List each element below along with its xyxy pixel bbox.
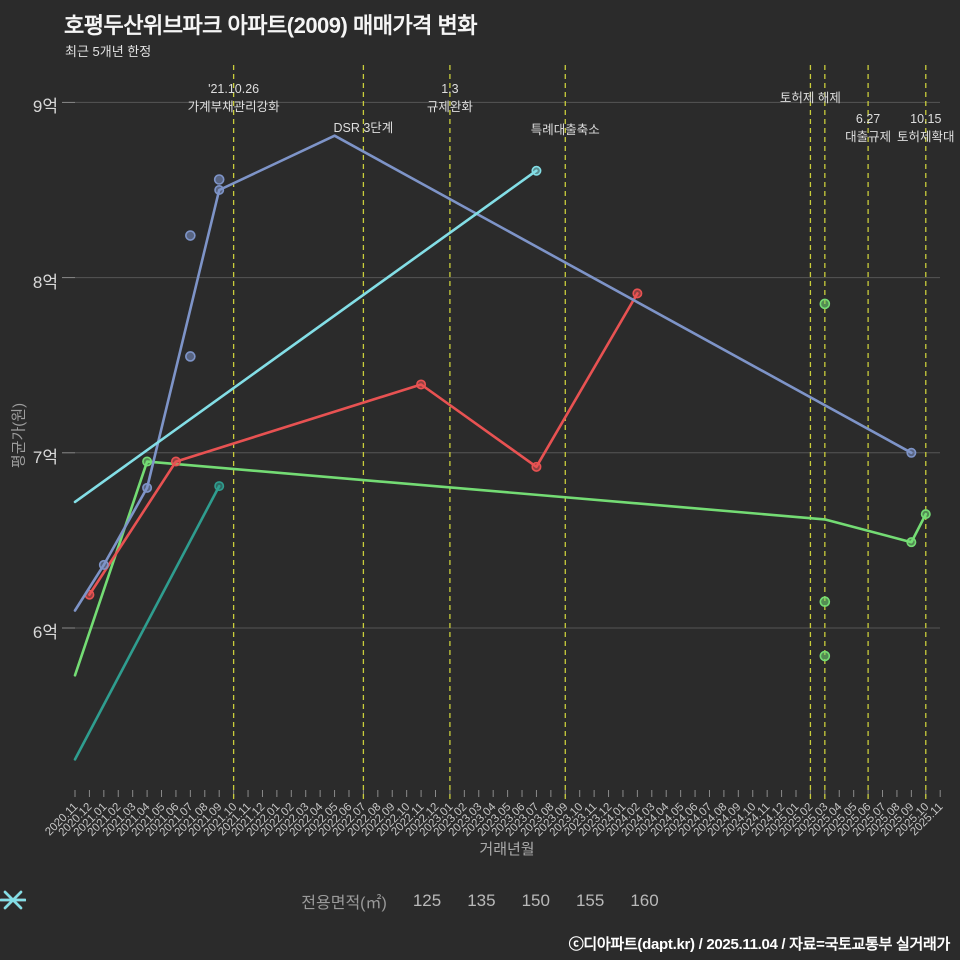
legend-item-160[interactable]: 160 (0, 890, 659, 911)
data-point-150 (531, 461, 542, 472)
data-point-155 (214, 185, 225, 196)
data-point-135 (906, 537, 917, 548)
scatter-point-135 (819, 596, 831, 608)
scatter-point-155 (185, 351, 196, 362)
data-point-150 (632, 288, 643, 299)
y-tick-label: 7억 (32, 447, 58, 467)
data-point-155 (142, 482, 153, 493)
data-point-135 (920, 509, 931, 520)
y-tick-label: 8억 (32, 272, 58, 292)
y-axis-title: 평균가(원) (10, 402, 28, 469)
scatter-point-155 (185, 230, 196, 241)
scatter-point-155 (213, 174, 225, 185)
legend-item-125[interactable]: 125 (0, 890, 442, 911)
series-line-160 (73, 169, 538, 504)
legend-item-label: 135 (467, 891, 496, 910)
data-point-160 (531, 165, 542, 176)
y-tick-label: 9억 (32, 97, 58, 117)
legend-item-label: 150 (521, 891, 550, 910)
event-annotation: 6.27 대출규제 (845, 112, 892, 145)
event-annotation: '21.10.26 가계부채관리강화 (187, 82, 280, 115)
series-line-135 (73, 460, 928, 677)
chart-title: 호평두산위브파크 아파트(2009) 매매가격 변화 (64, 13, 478, 38)
legend-item-label: 155 (575, 891, 605, 910)
data-point-150 (416, 379, 427, 390)
data-point-155 (906, 447, 917, 458)
data-point-125 (214, 481, 225, 492)
data-point-155 (98, 559, 109, 570)
watermark-source-text: ⓒ디아파트(dapt.kr) / 2025.11.04 / 자료=국토교통부 실… (568, 936, 951, 953)
legend-item-155[interactable]: 155 (0, 890, 605, 911)
event-annotation: 특례대출축소 (530, 123, 600, 137)
legend-title: 전용면적(㎡) (301, 895, 387, 912)
scatter-point-135 (819, 298, 831, 310)
event-annotation: 토허제 해제 (779, 91, 841, 105)
chart-subtitle: 최근 5개년 한정 (65, 44, 152, 59)
event-annotation: 10.15 토허제확대 (897, 112, 955, 145)
data-point-150 (170, 456, 181, 467)
legend: 전용면적(㎡) 125 135 150 155 160 (0, 889, 960, 913)
scatter-point-135 (819, 650, 831, 662)
x-axis-title: 거래년월 (479, 841, 535, 858)
series-line-155 (73, 134, 913, 612)
legend-item-label: 125 (412, 891, 442, 910)
y-tick-label: 6억 (32, 623, 58, 642)
event-annotation: 1.3 규제완화 (426, 82, 473, 115)
data-point-135 (142, 456, 153, 467)
legend-item-135[interactable]: 135 (0, 890, 496, 911)
series-line-125 (73, 484, 221, 761)
asterisk-marker-icon (0, 890, 26, 910)
legend-item-label: 160 (630, 891, 659, 910)
legend-item-150[interactable]: 150 (0, 890, 550, 911)
event-annotation: DSR 3단계 (333, 121, 394, 135)
